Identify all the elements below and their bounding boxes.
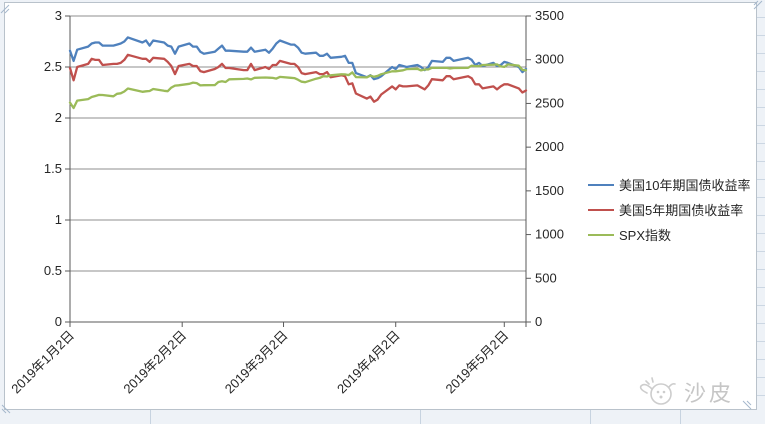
x-axis-tick-label: 2019年4月2日 [334,328,403,397]
legend-item-us5y[interactable]: 美国5年期国债收益率 [588,197,750,222]
y-axis-right-tick-label: 2000 [535,139,564,154]
worksheet-strip-top [0,0,765,2]
y-axis-right-tick-label: 3500 [535,8,564,23]
chart-object[interactable] [4,2,757,410]
x-axis-tick-label: 2019年2月2日 [120,328,189,397]
y-axis-left-tick-label: 2 [55,110,62,125]
x-axis-tick-label: 2019年5月2日 [443,328,512,397]
resize-handle-icon[interactable] [1,404,11,414]
y-axis-right-tick-label: 2500 [535,95,564,110]
y-axis-left-tick-label: 1.5 [44,161,62,176]
legend-label-us5y: 美国5年期国债收益率 [619,203,744,218]
legend-label-spx: SPX指数 [619,228,672,243]
x-axis-tick-label: 2019年1月2日 [8,328,77,397]
resize-handle-icon[interactable] [0,4,10,14]
legend-item-spx[interactable]: SPX指数 [588,222,750,247]
y-axis-right-tick-label: 3000 [535,52,564,67]
x-axis-tick-label: 2019年3月2日 [222,328,291,397]
y-axis-left-tick-label: 2.5 [44,59,62,74]
worksheet-strip-bottom [0,410,765,424]
chart-legend: 美国10年期国债收益率 美国5年期国债收益率 SPX指数 [588,172,750,247]
cell-gridline [150,410,151,424]
legend-label-us10y: 美国10年期国债收益率 [619,178,751,193]
y-axis-right-tick-label: 500 [535,270,557,285]
watermark-text: 沙皮 [684,381,735,406]
y-axis-left-tick-label: 0 [55,314,62,329]
dog-face-icon [639,377,676,405]
series-line-1[interactable] [68,53,528,103]
y-axis-left-tick-label: 0.5 [44,263,62,278]
y-axis-left-tick-label: 1 [55,212,62,227]
y-axis-right-tick-label: 1000 [535,227,564,242]
cell-gridline [420,410,421,424]
y-axis-left-tick-label: 3 [55,8,62,23]
resize-handle-icon[interactable] [742,400,752,410]
legend-line-spx-icon [588,233,614,236]
legend-line-us10y-icon [588,183,614,186]
series-line-0[interactable] [68,36,528,81]
worksheet-strip-right [757,0,765,424]
cell-gridline [590,410,591,424]
series-line-2[interactable] [68,63,528,110]
cell-gridline [680,410,681,424]
y-axis-right-tick-label: 0 [535,314,542,329]
resize-handle-icon[interactable] [753,0,763,10]
y-axis-right-tick-label: 1500 [535,183,564,198]
watermark: 沙皮 [638,375,734,409]
worksheet-strip-left [0,0,4,424]
legend-item-us10y[interactable]: 美国10年期国债收益率 [588,172,750,197]
legend-line-us5y-icon [588,208,614,211]
